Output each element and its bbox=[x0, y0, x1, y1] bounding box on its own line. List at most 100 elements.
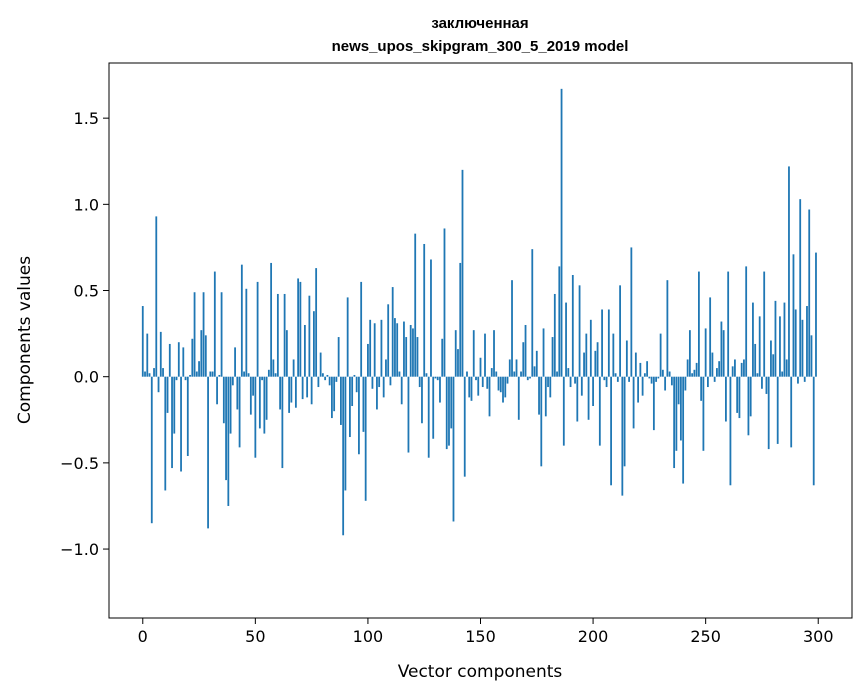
bar bbox=[725, 376, 727, 422]
bar bbox=[175, 376, 178, 381]
bar bbox=[754, 343, 757, 377]
bar bbox=[146, 333, 149, 377]
bar bbox=[265, 376, 268, 420]
x-tick-label: 100 bbox=[353, 627, 384, 646]
bar bbox=[601, 309, 603, 377]
bar bbox=[621, 376, 624, 496]
bar bbox=[589, 319, 592, 377]
bar bbox=[470, 376, 473, 401]
bar bbox=[274, 373, 277, 377]
bar bbox=[303, 324, 306, 377]
bar bbox=[580, 376, 583, 396]
bar bbox=[648, 376, 651, 379]
bar bbox=[333, 376, 336, 412]
bar bbox=[675, 376, 678, 451]
bar bbox=[281, 376, 284, 469]
bar bbox=[416, 337, 419, 377]
bar bbox=[344, 376, 347, 491]
bar bbox=[472, 330, 475, 377]
bar bbox=[432, 376, 435, 439]
bar bbox=[283, 293, 286, 377]
bar bbox=[349, 376, 351, 438]
x-axis-label: Vector components bbox=[398, 662, 563, 682]
bar bbox=[652, 376, 655, 431]
bar bbox=[258, 376, 261, 429]
bar bbox=[722, 330, 725, 377]
bar bbox=[337, 337, 340, 377]
bar bbox=[441, 338, 444, 377]
bar bbox=[495, 371, 498, 377]
bar bbox=[682, 376, 685, 484]
bar bbox=[520, 371, 522, 377]
bar bbox=[752, 302, 754, 377]
bar bbox=[222, 376, 225, 424]
bar bbox=[567, 368, 570, 377]
bar bbox=[398, 371, 401, 377]
bar bbox=[502, 376, 504, 403]
bar bbox=[364, 376, 367, 501]
bar bbox=[740, 362, 743, 377]
bar bbox=[207, 376, 209, 529]
bar bbox=[358, 376, 360, 455]
bar bbox=[547, 376, 549, 388]
bar bbox=[486, 376, 489, 389]
bar bbox=[628, 376, 630, 382]
bar bbox=[218, 374, 221, 377]
bar bbox=[229, 376, 232, 434]
bar bbox=[693, 369, 696, 377]
bar bbox=[785, 359, 788, 377]
bar bbox=[657, 376, 660, 379]
bar bbox=[637, 376, 640, 403]
x-tick-label: 300 bbox=[803, 627, 834, 646]
bar bbox=[421, 376, 423, 424]
bar bbox=[159, 331, 162, 377]
bar bbox=[346, 297, 349, 377]
bar bbox=[513, 371, 516, 377]
bar bbox=[542, 328, 545, 377]
bar bbox=[245, 288, 248, 377]
bar bbox=[718, 361, 721, 377]
bar bbox=[261, 376, 263, 381]
bar bbox=[794, 309, 797, 377]
bar bbox=[634, 352, 637, 377]
x-tick-label: 0 bbox=[138, 627, 148, 646]
bar bbox=[677, 376, 680, 405]
y-axis-ticks: −1.0 −0.5 0.0 0.5 1.0 1.5 bbox=[60, 109, 109, 559]
bar bbox=[209, 371, 212, 377]
bar bbox=[150, 376, 153, 524]
bar bbox=[619, 285, 621, 377]
bar bbox=[734, 359, 736, 377]
bar bbox=[538, 376, 540, 415]
bar bbox=[335, 376, 338, 382]
bar bbox=[425, 373, 428, 377]
bar bbox=[668, 371, 671, 377]
bar bbox=[468, 376, 471, 398]
bar bbox=[729, 376, 732, 486]
bar bbox=[596, 342, 599, 377]
bar bbox=[144, 371, 146, 377]
bar bbox=[198, 361, 200, 377]
bar bbox=[585, 333, 588, 377]
bar bbox=[603, 376, 606, 381]
bar bbox=[639, 362, 642, 377]
bar bbox=[249, 376, 252, 415]
bar bbox=[808, 209, 811, 377]
bar bbox=[355, 376, 358, 393]
bar bbox=[211, 371, 214, 377]
bar bbox=[200, 330, 203, 377]
bar bbox=[587, 376, 590, 420]
bar bbox=[430, 259, 432, 377]
y-tick-label: −0.5 bbox=[60, 454, 99, 473]
bar bbox=[279, 376, 282, 410]
bar bbox=[531, 249, 534, 377]
bar bbox=[292, 359, 295, 377]
bar bbox=[220, 292, 223, 377]
bar bbox=[312, 311, 315, 377]
bar bbox=[177, 342, 180, 377]
bar bbox=[461, 169, 464, 377]
bar bbox=[774, 300, 777, 377]
bar bbox=[400, 376, 403, 405]
bar bbox=[731, 366, 734, 377]
bar bbox=[324, 376, 327, 381]
bar bbox=[306, 376, 309, 398]
